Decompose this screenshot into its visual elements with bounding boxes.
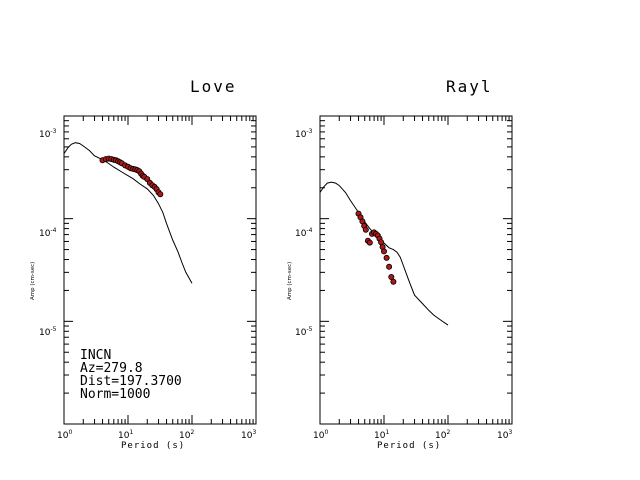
love-ytick-2: 10-4 — [39, 227, 57, 239]
love-ytick-3: 10-5 — [39, 326, 57, 338]
rayl-axes — [319, 115, 513, 425]
rayl-title: Rayl — [446, 77, 493, 96]
love-xtick-3: 102 — [179, 429, 194, 441]
love-ticks — [63, 116, 256, 425]
rayl-plot-frame — [319, 115, 513, 425]
rayl-x-axis-label: Period (s) — [377, 441, 441, 451]
rayl-series-0-line — [320, 181, 449, 326]
love-station-annotation: INCN Az=279.8 Dist=197.3700 Norm=1000 — [80, 348, 182, 402]
rayl-y-axis-label: Amp (cm-sec) — [287, 262, 293, 300]
rayl-xtick-3: 102 — [435, 429, 450, 441]
love-y-tick-labels: 10-3 10-4 10-5 — [39, 128, 57, 338]
love-xtick-2: 101 — [118, 429, 133, 441]
rayl-ytick-1: 10-3 — [295, 128, 313, 140]
rayl-data-point — [386, 263, 393, 270]
rayl-ytick-3: 10-5 — [295, 326, 313, 338]
rayl-panel: Rayl 10-3 10-4 10-5 100 101 102 103 Peri… — [287, 77, 513, 451]
rayl-x-tick-labels: 100 101 102 103 — [313, 429, 512, 441]
rayl-xtick-4: 103 — [497, 429, 512, 441]
love-annotation-distance: Dist=197.3700 — [80, 374, 182, 389]
love-series-0-line — [64, 142, 193, 284]
rayl-y-tick-labels: 10-3 10-4 10-5 — [295, 128, 313, 338]
love-axes — [63, 115, 257, 425]
love-annotation-norm: Norm=1000 — [80, 387, 150, 402]
love-x-axis-label: Period (s) — [121, 441, 185, 451]
love-xtick-4: 103 — [241, 429, 256, 441]
love-panel: Love 10-3 10-4 10-5 100 101 102 103 Peri… — [30, 77, 257, 451]
love-plot-frame — [63, 115, 257, 425]
rayl-ytick-2: 10-4 — [295, 227, 313, 239]
love-annotation-azimuth: Az=279.8 — [80, 361, 143, 376]
love-xtick-1: 100 — [57, 429, 72, 441]
rayl-data-point — [383, 254, 390, 261]
love-data-point — [157, 191, 164, 198]
rayl-data-point — [380, 248, 387, 255]
love-y-axis-label: Amp (cm-sec) — [30, 262, 36, 300]
rayl-data-point — [390, 278, 397, 285]
rayl-data-layer — [320, 181, 449, 326]
love-annotation-station: INCN — [80, 348, 111, 363]
love-x-tick-labels: 100 101 102 103 — [57, 429, 256, 441]
rayl-xtick-2: 101 — [374, 429, 389, 441]
love-data-layer — [64, 142, 193, 284]
love-title: Love — [190, 77, 237, 96]
rayl-data-point — [366, 239, 373, 246]
love-ytick-1: 10-3 — [39, 128, 57, 140]
rayl-xtick-1: 100 — [313, 429, 328, 441]
rayl-ticks — [319, 116, 512, 425]
rayl-data-point — [362, 226, 369, 233]
